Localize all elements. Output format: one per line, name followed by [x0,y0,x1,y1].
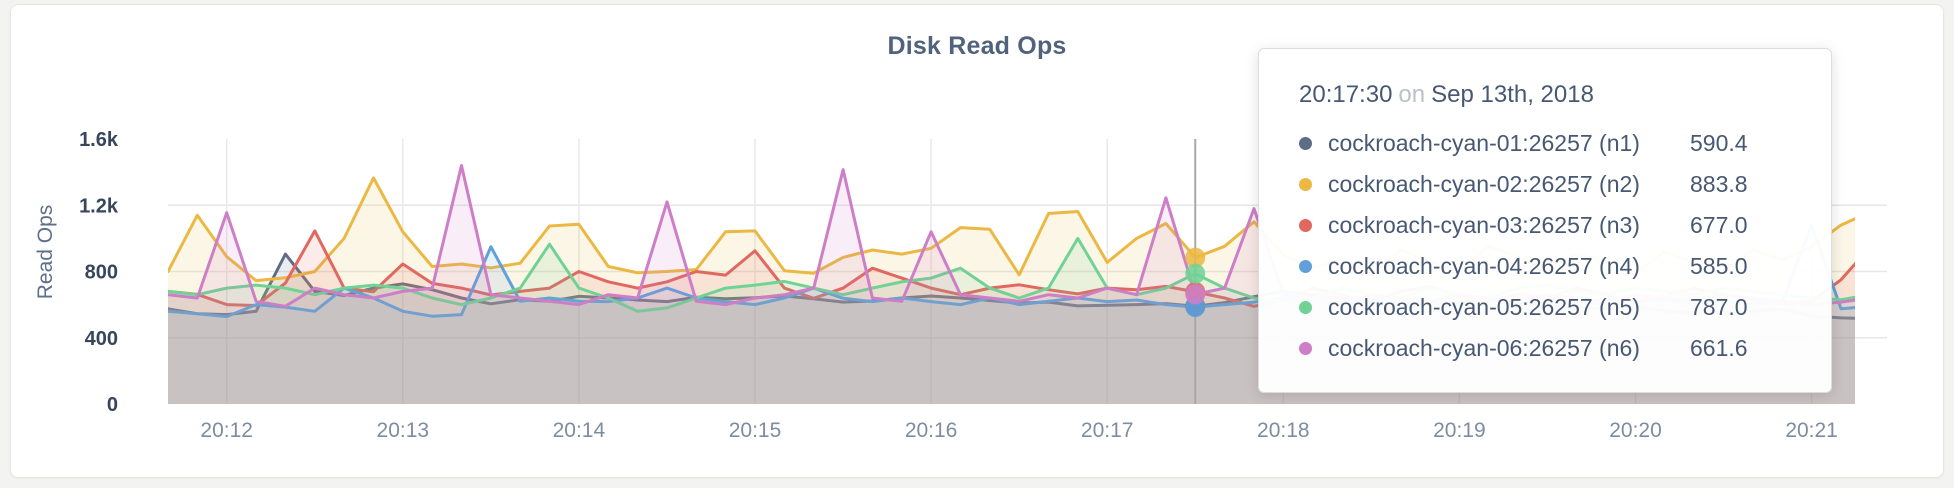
tooltip-row: cockroach-cyan-06:26257 (n6) 661.6 [1299,328,1807,369]
y-tick-label: 400 [85,328,118,350]
series-label: cockroach-cyan-04:26257 (n4) [1328,253,1640,279]
x-tick-label: 20:18 [1257,419,1310,442]
tooltip-date: Sep 13th, 2018 [1431,81,1594,108]
x-tick-label: 20:21 [1785,419,1838,442]
hover-dot-n6 [1185,284,1206,305]
x-tick-label: 20:17 [1081,419,1134,442]
series-color-dot-icon [1299,260,1312,273]
y-axis-label: Read Ops [34,205,57,300]
series-color-dot-icon [1299,219,1312,232]
series-value: 590.4 [1690,130,1748,156]
x-tick-label: 20:16 [905,419,958,442]
tooltip-row: cockroach-cyan-02:26257 (n2) 883.8 [1299,164,1807,205]
x-tick-label: 20:15 [729,419,782,442]
y-tick-label: 1.6k [79,129,119,151]
series-label: cockroach-cyan-01:26257 (n1) [1328,130,1640,156]
x-tick-label: 20:19 [1433,419,1486,442]
x-tick-label: 20:12 [200,419,253,442]
hover-dot-n2 [1185,247,1206,268]
series-label: cockroach-cyan-06:26257 (n6) [1328,335,1640,361]
tooltip-conjunction: on [1398,81,1426,108]
x-tick-label: 20:20 [1609,419,1662,442]
y-tick-label: 800 [85,262,118,284]
series-label: cockroach-cyan-03:26257 (n3) [1328,212,1640,238]
series-color-dot-icon [1299,178,1312,191]
series-value: 585.0 [1690,253,1748,279]
y-tick-label: 0 [107,394,118,416]
tooltip-header: 20:17:30 on Sep 13th, 2018 [1299,81,1807,109]
x-tick-label: 20:14 [553,419,606,442]
series-color-dot-icon [1299,137,1312,150]
tooltip-time: 20:17:30 [1299,81,1393,108]
series-color-dot-icon [1299,301,1312,314]
tooltip-rows: cockroach-cyan-01:26257 (n1) 590.4 cockroa… [1299,123,1807,369]
chart-title: Disk Read Ops [887,32,1067,60]
series-label: cockroach-cyan-05:26257 (n5) [1328,294,1640,320]
hover-tooltip: 20:17:30 on Sep 13th, 2018 cockroach-cyan-… [1258,48,1832,393]
series-color-dot-icon [1299,342,1312,355]
tooltip-row: cockroach-cyan-05:26257 (n5) 787.0 [1299,287,1807,328]
series-value: 677.0 [1690,212,1748,238]
tooltip-row: cockroach-cyan-03:26257 (n3) 677.0 [1299,205,1807,246]
tooltip-row: cockroach-cyan-04:26257 (n4) 585.0 [1299,246,1807,287]
y-tick-label: 1.2k [79,195,119,217]
series-value: 883.8 [1690,171,1748,197]
series-value: 787.0 [1690,294,1748,320]
series-value: 661.6 [1690,335,1748,361]
hover-dot-n5 [1185,263,1206,284]
tooltip-row: cockroach-cyan-01:26257 (n1) 590.4 [1299,123,1807,164]
x-tick-label: 20:13 [377,419,430,442]
series-label: cockroach-cyan-02:26257 (n2) [1328,171,1640,197]
